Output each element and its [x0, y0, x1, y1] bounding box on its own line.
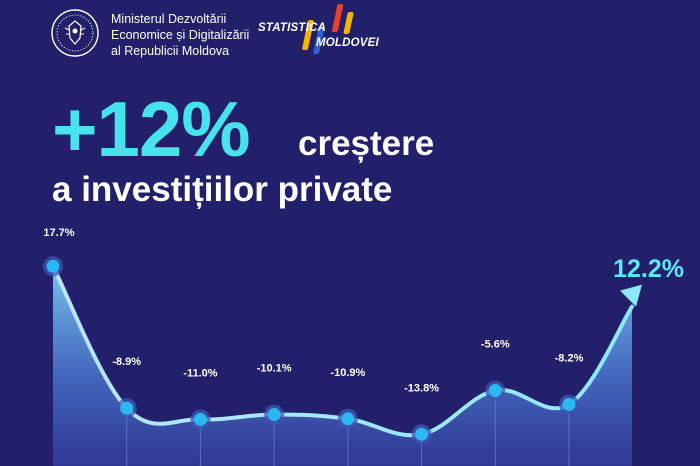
ministry-line: Ministerul Dezvoltării — [111, 12, 227, 26]
data-label: -8.2% — [555, 352, 584, 364]
ministry-line: al Republicii Moldova — [111, 44, 230, 58]
statistica-moldovei-logo: STATISTICA MOLDOVEI — [258, 2, 398, 62]
statistica-word: STATISTICA — [258, 22, 327, 34]
coat-of-arms-icon — [51, 9, 99, 57]
headline-percent: +12% — [52, 85, 251, 173]
statistica-bars-icon — [302, 4, 354, 54]
data-label: -10.1% — [257, 363, 292, 375]
chart-area — [53, 266, 632, 466]
header: Ministerul Dezvoltării Economice și Digi… — [0, 0, 700, 70]
headline-word-crestere: creștere — [298, 124, 435, 163]
data-label: -13.8% — [404, 382, 439, 394]
data-label: 17.7% — [43, 227, 74, 239]
data-point-marker — [43, 256, 63, 277]
data-label: -5.6% — [481, 339, 510, 351]
data-label: -10.9% — [330, 367, 365, 379]
data-point-marker — [190, 409, 211, 430]
data-point-marker — [337, 408, 358, 429]
moldovei-word: MOLDOVEI — [316, 37, 379, 49]
ministry-line: Economice și Digitalizării — [111, 28, 250, 42]
ministry-name: Ministerul Dezvoltării Economice și Digi… — [111, 11, 249, 59]
data-label: 12.2% — [613, 255, 684, 283]
data-point-marker — [411, 424, 432, 445]
data-point-marker — [485, 380, 506, 401]
headline-line-2: a investițiilor private — [52, 170, 393, 209]
data-point-marker — [559, 394, 579, 415]
arrow-up-icon — [620, 284, 642, 307]
data-label: -11.0% — [183, 367, 217, 379]
data-label: -8.9% — [112, 356, 141, 368]
data-point-marker — [264, 404, 285, 425]
data-point-marker — [116, 398, 137, 419]
